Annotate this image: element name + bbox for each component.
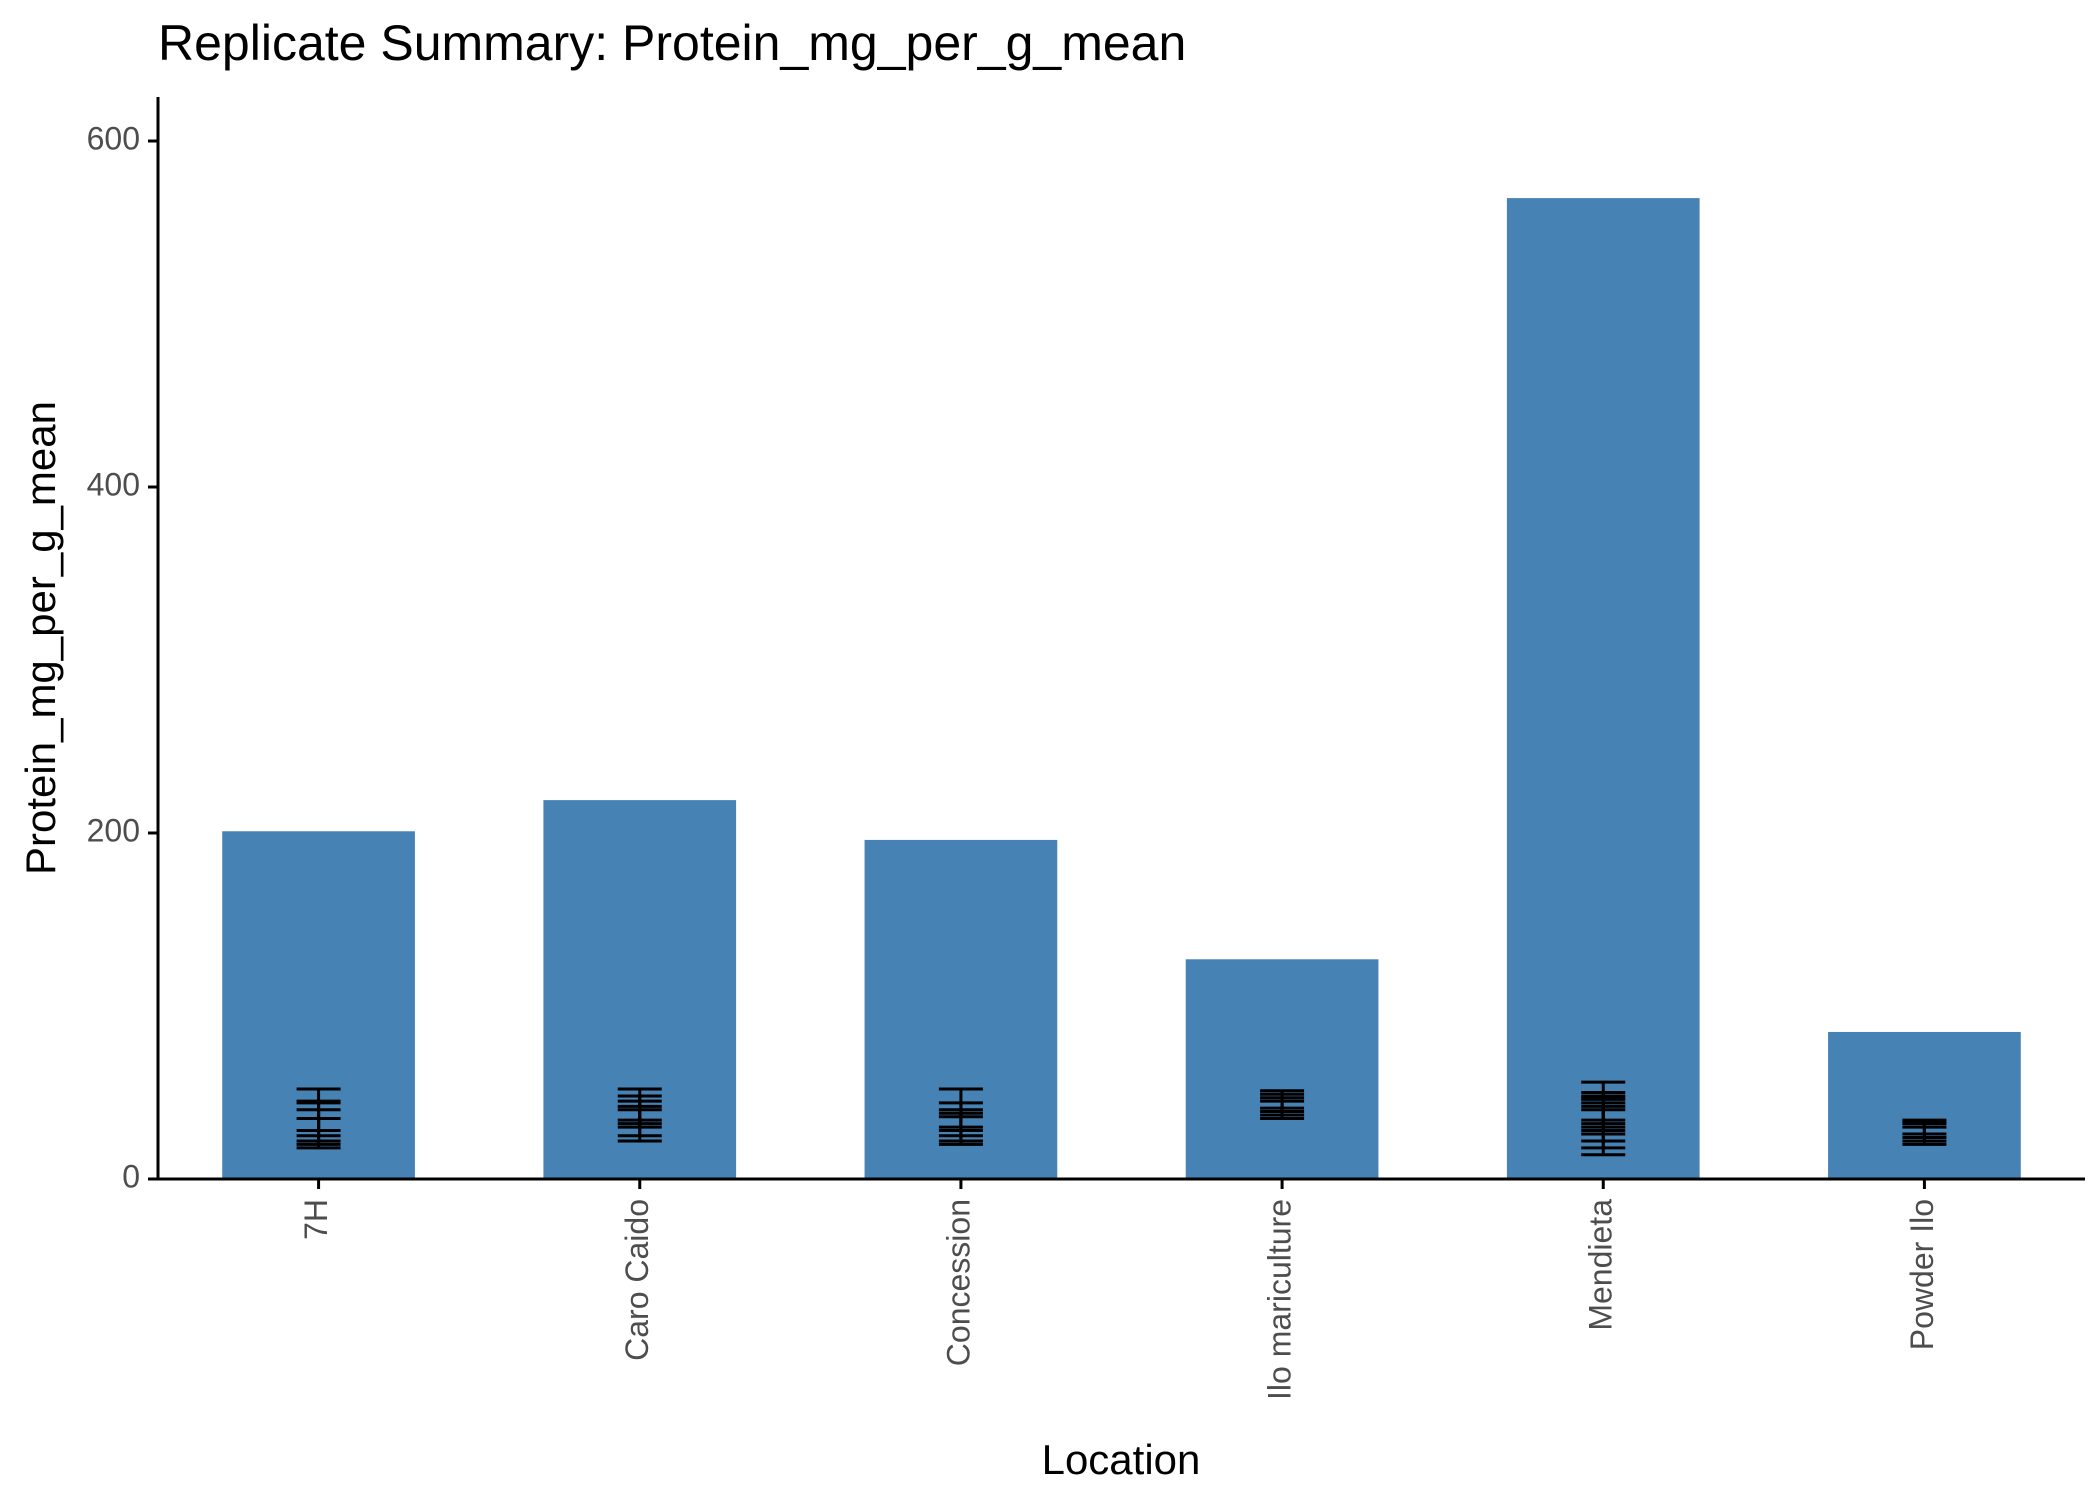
x-tick-label: Concession [940,1199,976,1366]
bars-layer [222,198,2021,1180]
bar-powder-ilo [1828,1031,2021,1179]
y-ticks-layer: 0 200 400 600 [87,120,158,1194]
bar-mendieta [1506,198,1700,1180]
y-tick-label: 200 [87,812,140,848]
x-tick-label: 7H [298,1199,334,1240]
x-tick-label: Powder Ilo [1904,1199,1940,1350]
x-axis-title: Location [1042,1436,1201,1483]
x-tick-label: Ilo mariculture [1262,1199,1298,1400]
x-ticks-layer: 7H Caro Caido Concession Ilo mariculture Men… [298,1179,1940,1400]
error-bar [938,1108,983,1129]
y-tick-label: 400 [87,466,140,502]
errorbars-layer [296,1080,1947,1157]
error-bar [617,1108,662,1122]
error-bar [296,1101,341,1133]
chart-title: Replicate Summary: Protein_mg_per_g_mean [158,15,1186,71]
error-bar [1902,1120,1947,1136]
error-bar [1260,1099,1305,1110]
y-axis-title: Protein_mg_per_g_mean [17,401,64,875]
error-bar [1581,1108,1626,1122]
bar-ilo-mariculture [1185,959,1379,1179]
x-tick-label: Caro Caido [619,1199,655,1361]
y-tick-label: 0 [122,1158,140,1194]
x-tick-label: Mendieta [1583,1199,1619,1331]
y-tick-label: 600 [87,120,140,156]
